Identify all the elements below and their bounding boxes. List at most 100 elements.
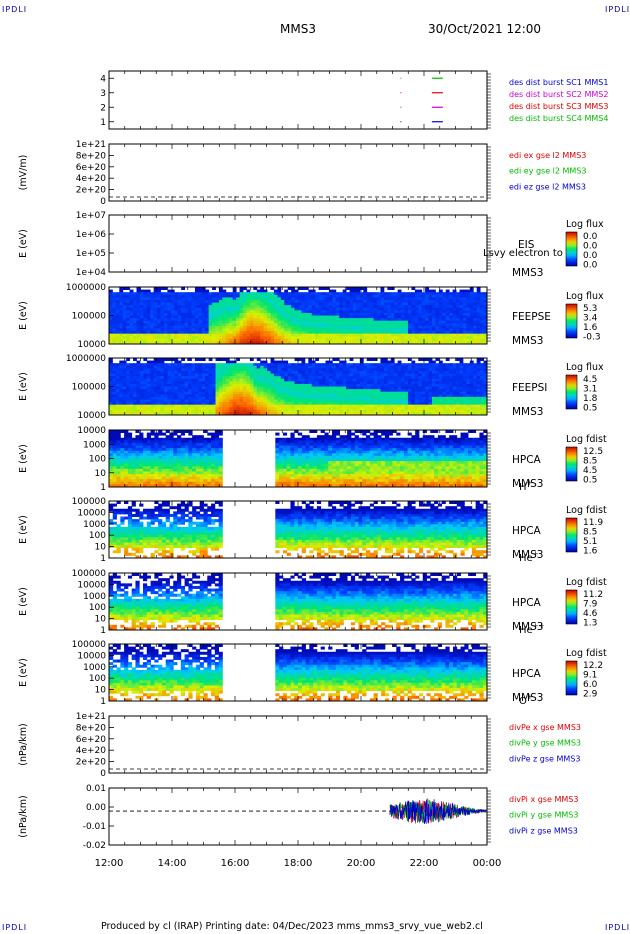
spectrogram-cell-feepse — [208, 299, 213, 303]
spectrogram-cell-feepsi — [115, 402, 120, 406]
spectrogram-cell-feepse — [194, 310, 199, 314]
spectrogram-cell-feepse — [301, 325, 306, 329]
spectrogram-cell-feepse — [239, 312, 244, 316]
spectrogram-cell-feepsi — [160, 363, 165, 367]
spectrogram-cell-feepsi — [188, 404, 192, 408]
spectrogram-cell-feepse — [298, 294, 302, 298]
spectrogram-cell-feepsi — [109, 402, 113, 406]
spectrogram-cell-feepsi — [133, 412, 137, 416]
spectrogram-cell-feepsi — [332, 368, 337, 372]
spectrogram-cell-feepsi — [366, 358, 371, 361]
spectrogram-cell-feepse — [198, 287, 203, 290]
spectrogram-cell-feepsi — [383, 402, 388, 406]
spectrogram-cell-feepsi — [325, 399, 330, 403]
spectrogram-cell-feepse — [146, 307, 151, 311]
spectrogram-cell-feepse — [298, 323, 302, 327]
spectrogram-cell-feepsi — [267, 409, 271, 413]
spectrogram-cell-feepse — [462, 336, 467, 340]
spectrogram-cell-feepse — [249, 302, 254, 306]
spectrogram-cell-feepsi — [246, 370, 251, 374]
spectrogram-cell-feepsi — [449, 363, 454, 367]
spectrogram-cell-feepsi — [414, 370, 419, 374]
spectrogram-cell-feepse — [243, 292, 247, 296]
spectrogram-cell-feepse — [294, 305, 299, 309]
spectrogram-cell-feepse — [129, 325, 134, 329]
spectrogram-cell-feepsi — [435, 404, 440, 408]
spectrogram-cell-feepsi — [177, 383, 182, 387]
spectrogram-cell-feepsi — [445, 381, 450, 385]
spectrogram-cell-feepse — [397, 331, 402, 335]
spectrogram-cell-feepse — [146, 318, 151, 322]
spectrogram-cell-feepsi — [280, 399, 285, 403]
spectrogram-cell-feepsi — [435, 386, 440, 390]
spectrogram-cell-feepsi — [342, 391, 347, 395]
spectrogram-cell-feepsi — [153, 365, 158, 369]
spectrogram-cell-feepse — [318, 338, 323, 342]
spectrogram-cell-feepsi — [174, 368, 179, 372]
spectrogram-cell-feepse — [366, 320, 371, 324]
spectrogram-cell-feepse — [163, 341, 168, 345]
spectrogram-cell-feepse — [225, 310, 230, 314]
spectrogram-cell-feepse — [177, 315, 182, 319]
spectrogram-cell-feepse — [390, 318, 395, 322]
spectrogram-cell-feepse — [421, 338, 426, 342]
spectrogram-cell-feepse — [260, 315, 265, 319]
spectrogram-cell-feepse — [425, 333, 429, 337]
spectrogram-cell-feepsi — [449, 378, 454, 382]
spectrogram-cell-feepsi — [136, 391, 141, 395]
spectrogram-cell-feepse — [201, 323, 206, 327]
spectrogram-cell-feepse — [260, 299, 265, 303]
spectrogram-cell-feepsi — [335, 391, 340, 395]
spectrogram-cell-feepsi — [284, 370, 289, 374]
spectrogram-cell-feepse — [411, 305, 416, 309]
spectrogram-cell-feepsi — [449, 409, 454, 413]
spectrogram-cell-feepsi — [122, 373, 127, 377]
spectrogram-cell-feepsi — [267, 381, 271, 385]
spectrogram-cell-feepsi — [146, 389, 151, 393]
spectrogram-cell-feepse — [205, 305, 210, 309]
spectrogram-cell-feepsi — [280, 389, 285, 393]
spectrogram-cell-feepse — [411, 333, 416, 337]
spectrogram-cell-feepsi — [366, 368, 371, 372]
spectrogram-cell-feepse — [260, 331, 265, 335]
spectrogram-cell-feepse — [462, 318, 467, 322]
spectrogram-cell-feepse — [411, 299, 416, 303]
spectrogram-cell-feepsi — [397, 386, 402, 390]
spectrogram-cell-feepse — [208, 325, 213, 329]
spectrogram-cell-feepsi — [480, 394, 484, 398]
spectrogram-cell-feepse — [239, 336, 244, 340]
spectrogram-cell-feepse — [418, 294, 423, 298]
colorbar — [565, 231, 578, 267]
spectrogram-cell-feepse — [181, 294, 185, 298]
spectrogram-cell-feepse — [249, 299, 254, 303]
spectrogram-cell-feepsi — [366, 373, 371, 377]
spectrogram-cell-feepse — [342, 323, 347, 327]
spectrogram-cell-feepse — [212, 297, 216, 301]
spectrogram-cell-feepsi — [414, 386, 419, 390]
spectrogram-cell-feepsi — [229, 381, 234, 385]
spectrogram-cell-feepse — [366, 328, 371, 332]
spectrogram-cell-feepse — [150, 315, 155, 319]
spectrogram-cell-feepse — [126, 336, 131, 340]
spectrogram-cell-feepsi — [294, 402, 299, 406]
spectrogram-cell-feepsi — [308, 383, 313, 387]
spectrogram-cell-feepsi — [452, 383, 457, 387]
spectrogram-cell-feepse — [352, 323, 357, 327]
spectrogram-cell-feepse — [335, 333, 340, 337]
spectrogram-cell-feepse — [184, 325, 189, 329]
spectrogram-cell-feepse — [170, 305, 175, 309]
spectrogram-cell-feepsi — [191, 370, 196, 374]
spectrogram-cell-feepsi — [370, 396, 374, 400]
spectrogram-cell-feepsi — [225, 407, 230, 411]
spectrogram-cell-feepsi — [126, 409, 131, 413]
spectrogram-cell-feepsi — [212, 373, 216, 377]
spectrogram-cell-feepsi — [267, 402, 271, 406]
spectrogram-cell-feepse — [325, 310, 330, 314]
spectrogram-cell-feepse — [170, 341, 175, 345]
spectrogram-cell-feepse — [462, 315, 467, 319]
spectrogram-cell-feepsi — [122, 391, 127, 395]
spectrogram-cell-feepsi — [239, 368, 244, 372]
spectrogram-cell-feepse — [236, 341, 240, 345]
spectrogram-cell-feepsi — [462, 363, 467, 367]
spectrogram-cell-feepsi — [459, 396, 464, 400]
